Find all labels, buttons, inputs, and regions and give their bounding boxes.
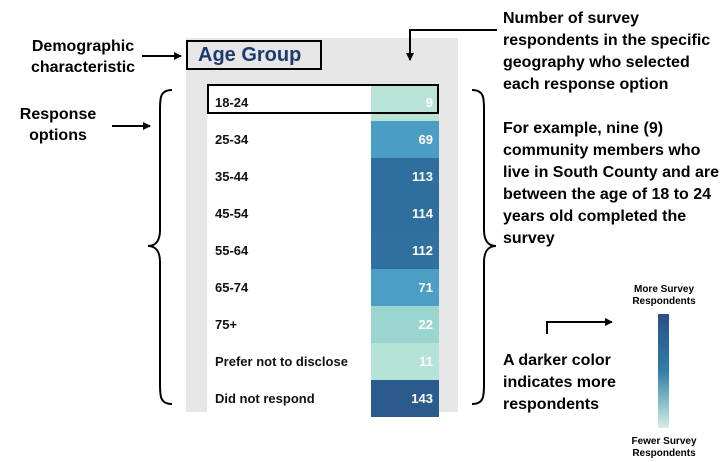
count-note: Number of survey respondents in the spec… <box>503 10 711 93</box>
row-highlight-box <box>207 84 439 114</box>
table-row: 75+ 22 <box>207 306 439 343</box>
value-cell: 69 <box>371 121 439 158</box>
row-label: 65-74 <box>215 280 249 295</box>
row-value: 113 <box>412 169 433 184</box>
table-row: 35-44 113 <box>207 158 439 195</box>
color-note-arrow <box>546 318 613 334</box>
row-value: 9 <box>425 95 433 110</box>
response-table: 18-24 9 25-34 69 35-44 113 45-54 114 55-64 112 65-… <box>207 84 439 417</box>
row-label: 75+ <box>215 317 238 332</box>
row-label: 45-54 <box>215 206 249 221</box>
table-row: 18-24 9 <box>207 84 439 121</box>
left-brace <box>147 89 173 405</box>
example-note: For example, nine (9) community members … <box>503 120 720 247</box>
scale-bottom-label: Fewer Survey Respondents <box>631 436 697 459</box>
row-label: 18-24 <box>215 95 249 110</box>
row-value: 114 <box>412 206 433 221</box>
table-row: Prefer not to disclose 11 <box>207 343 439 380</box>
table-title: Age Group <box>186 40 322 70</box>
table-row: Did not respond 143 <box>207 380 439 417</box>
row-value: 11 <box>419 354 433 369</box>
value-cell: 71 <box>371 269 439 306</box>
row-value: 71 <box>418 280 433 295</box>
color-note: A darker color indicates more respondent… <box>503 352 616 413</box>
demographic-label: Demographic characteristic <box>30 38 136 76</box>
count-note-arrow <box>406 29 497 61</box>
right-brace <box>471 89 497 405</box>
row-value: 69 <box>418 132 433 147</box>
row-value: 143 <box>411 391 433 406</box>
value-cell: 9 <box>371 84 439 121</box>
table-row: 25-34 69 <box>207 121 439 158</box>
value-cell: 143 <box>371 380 439 417</box>
value-cell: 11 <box>371 343 439 380</box>
value-cell: 113 <box>371 158 439 195</box>
row-label: 25-34 <box>215 132 249 147</box>
row-label: Prefer not to disclose <box>215 354 348 369</box>
table-row: 55-64 112 <box>207 232 439 269</box>
table-row: 45-54 114 <box>207 195 439 232</box>
color-scale-bar <box>658 314 669 428</box>
value-cell: 22 <box>371 306 439 343</box>
table-row: 65-74 71 <box>207 269 439 306</box>
value-cell: 112 <box>371 232 439 269</box>
row-value: 112 <box>412 243 433 258</box>
row-label: Did not respond <box>215 391 315 406</box>
row-value: 22 <box>418 317 433 332</box>
response-options-label: Response options <box>19 106 97 144</box>
value-cell: 114 <box>371 195 439 232</box>
scale-top-label: More Survey Respondents <box>632 284 696 307</box>
row-label: 55-64 <box>215 243 249 258</box>
row-label: 35-44 <box>215 169 249 184</box>
